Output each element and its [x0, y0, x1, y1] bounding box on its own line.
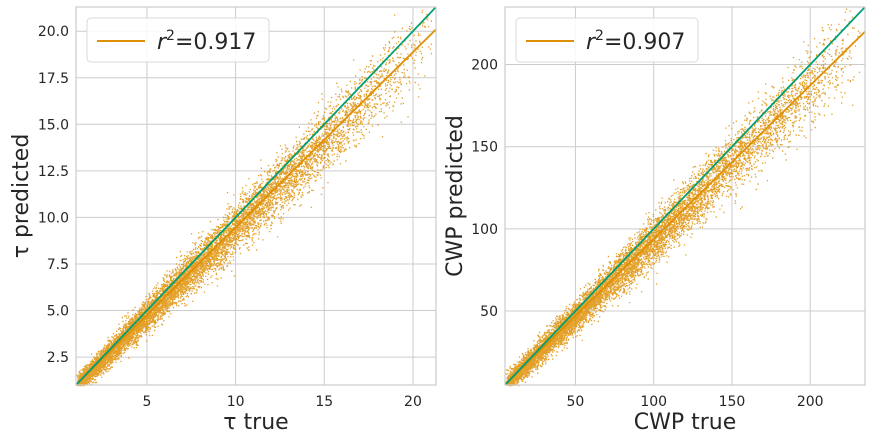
- x-tick-label: 150: [719, 394, 746, 410]
- y-tick-labels-tau: 2.5 5.0 7.5 10.0 12.5 15.0 17.5 20.0: [38, 24, 69, 366]
- identity-line-cwp: [505, 7, 865, 385]
- legend-symbol-tau: r: [157, 30, 168, 55]
- legend-superscript-tau: 2: [166, 28, 175, 44]
- x-axis-label-cwp: CWP true: [634, 410, 737, 435]
- y-tick-label: 12.5: [38, 164, 69, 180]
- y-tick-label: 5.0: [47, 304, 69, 320]
- axes-frame-tau: [75, 6, 437, 386]
- cwp-scatter-panel: 50 100 150 200 50 100 150 200 CWP true CWP pre…: [443, 6, 866, 435]
- y-axis-label-cwp: CWP predicted: [443, 115, 468, 277]
- y-axis-label-tau: τ predicted: [9, 134, 34, 259]
- x-axis-label-tau: τ true: [223, 410, 288, 435]
- legend-label-cwp: r2=0.907: [586, 28, 685, 55]
- x-tick-labels-cwp: 50 100 150 200: [567, 394, 824, 410]
- legend-tau: r2=0.917: [86, 17, 270, 63]
- y-tick-label: 7.5: [47, 257, 69, 273]
- x-tick-label: 50: [567, 394, 585, 410]
- y-tick-label: 100: [471, 222, 498, 238]
- x-tick-label: 200: [797, 394, 824, 410]
- grid-cwp: [505, 7, 865, 385]
- x-tick-label: 5: [142, 394, 151, 410]
- x-tick-label: 15: [315, 394, 333, 410]
- y-tick-label: 17.5: [38, 71, 69, 87]
- y-tick-label: 200: [471, 58, 498, 74]
- legend-symbol-cwp: r: [586, 30, 597, 55]
- legend-value-tau: =0.917: [175, 30, 256, 55]
- x-tick-label: 100: [640, 394, 667, 410]
- legend-cwp: r2=0.907: [515, 17, 699, 63]
- y-tick-label: 50: [480, 304, 498, 320]
- y-tick-label: 2.5: [47, 350, 69, 366]
- fit-line-cwp: [505, 31, 865, 385]
- axes-frame-cwp: [504, 6, 866, 386]
- legend-box-cwp: [515, 17, 699, 63]
- y-tick-label: 15.0: [38, 117, 69, 133]
- legend-superscript-cwp: 2: [595, 28, 604, 44]
- y-tick-labels-cwp: 50 100 150 200: [471, 58, 498, 321]
- y-tick-label: 10.0: [38, 210, 69, 226]
- identity-line-tau: [76, 7, 436, 385]
- y-tick-label: 20.0: [38, 24, 69, 40]
- legend-box-tau: [86, 17, 270, 63]
- fit-line-tau: [76, 28, 436, 385]
- x-tick-label: 20: [404, 394, 422, 410]
- x-tick-label: 10: [227, 394, 245, 410]
- y-tick-label: 150: [471, 140, 498, 156]
- legend-label-tau: r2=0.917: [157, 28, 256, 55]
- x-tick-labels-tau: 5 10 15 20: [142, 394, 421, 410]
- tau-scatter-panel: 5 10 15 20 2.5 5.0 7.5 10.0 12.5 15.0 17.5 20.0 τ …: [9, 6, 437, 435]
- legend-value-cwp: =0.907: [604, 30, 685, 55]
